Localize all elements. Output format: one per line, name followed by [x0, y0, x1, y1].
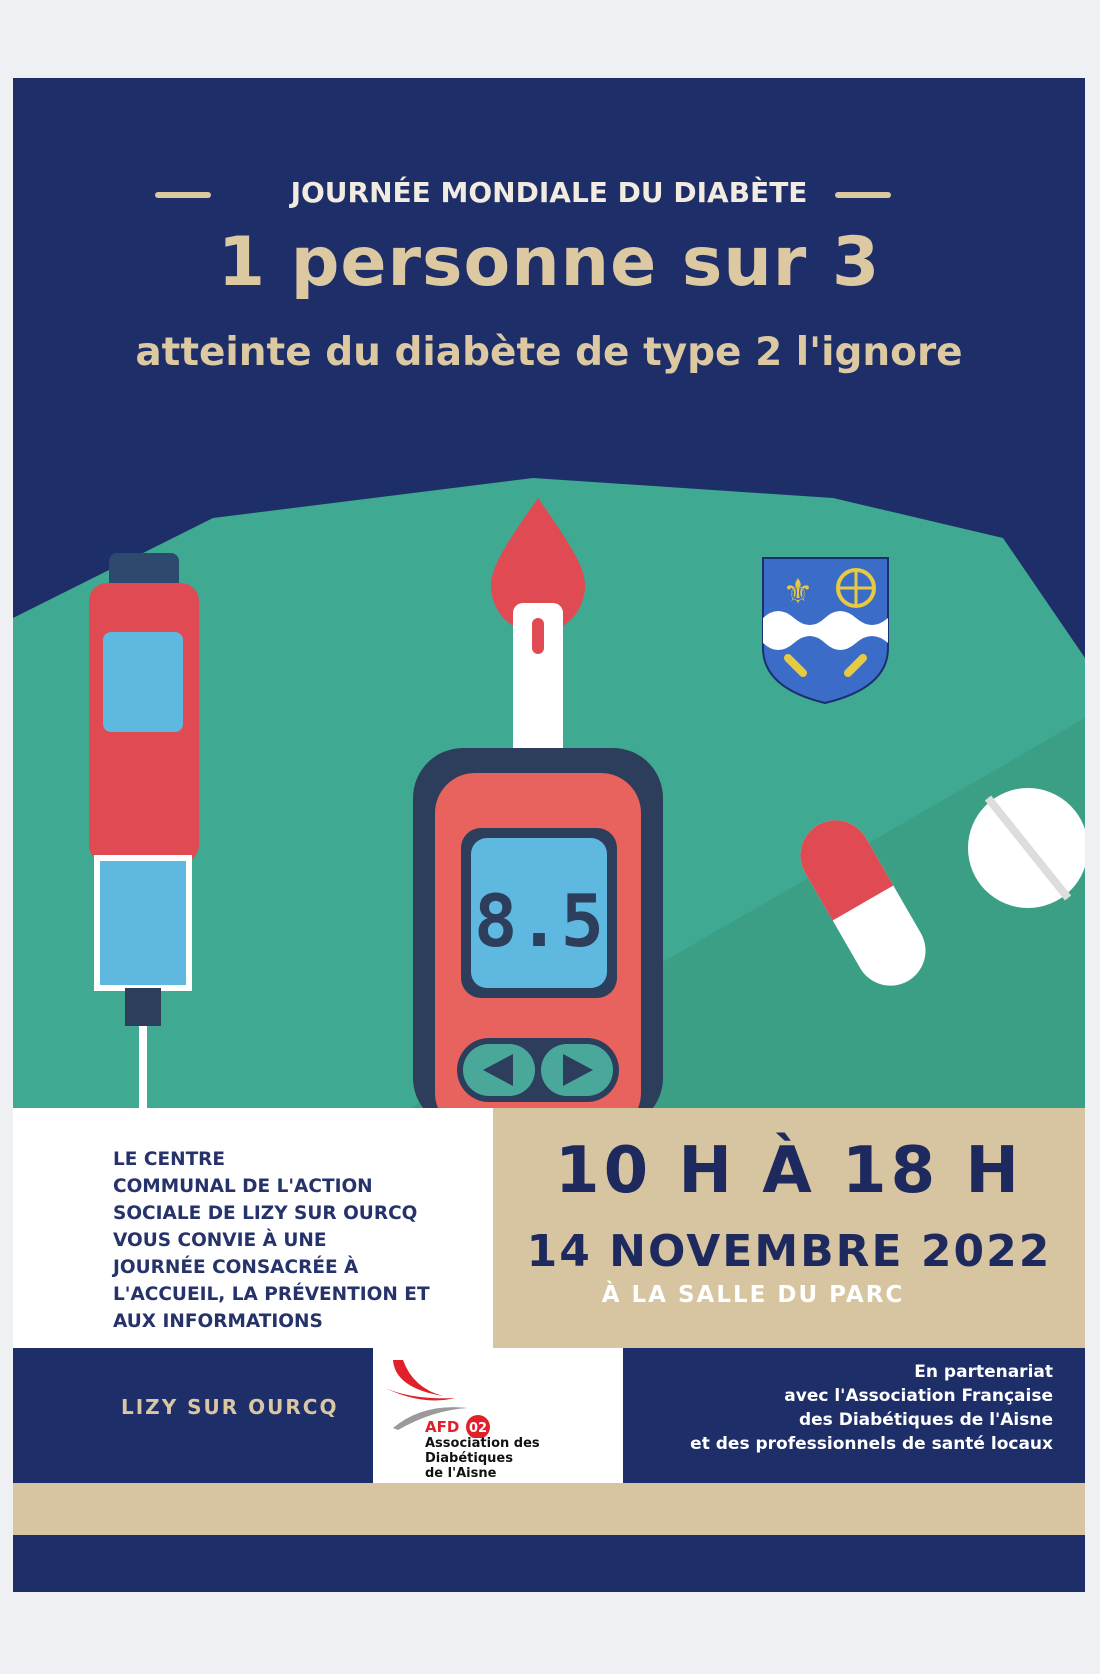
invitation-line: L'ACCUEIL, LA PRÉVENTION ET	[113, 1284, 430, 1305]
invitation-line: AUX INFORMATIONS	[113, 1311, 323, 1332]
partner-line: En partenariat	[914, 1362, 1053, 1382]
event-panel: 10 H À 18 H 14 NOVEMBRE 2022 À LA SALLE …	[493, 1108, 1085, 1348]
invitation-panel: LE CENTRE COMMUNAL DE L'ACTION SOCIALE D…	[13, 1108, 493, 1348]
afd-acronym: AFD	[425, 1418, 459, 1436]
afd-name: Association des Diabétiques de l'Aisne	[425, 1436, 623, 1481]
partner-line: des Diabétiques de l'Aisne	[798, 1410, 1053, 1430]
afd-name-line: Association des Diabétiques	[425, 1436, 540, 1466]
partner-line: avec l'Association Française	[784, 1386, 1053, 1406]
meter-reading: 8.5	[474, 879, 604, 963]
event-date: 14 NOVEMBRE 2022	[526, 1226, 1052, 1277]
afd-bird-icon: AFD 02	[385, 1360, 490, 1439]
town-name: LIZY SUR OURCQ	[121, 1395, 339, 1419]
blood-drop-icon	[491, 498, 585, 633]
afd-logo: AFD 02 Association des Diabétiques de l'…	[373, 1348, 623, 1483]
invitation-line: COMMUNAL DE L'ACTION	[113, 1176, 373, 1197]
illustration: 8.5 ⚜	[13, 478, 1085, 1188]
test-strip	[513, 603, 563, 773]
poster: JOURNÉE MONDIALE DU DIABÈTE 1 personne s…	[13, 78, 1085, 1592]
glucose-meter-icon	[413, 748, 663, 1133]
coat-of-arms-icon: ⚜	[762, 557, 889, 705]
partner-line: et des professionnels de santé locaux	[690, 1434, 1053, 1454]
invitation-text: LE CENTRE COMMUNAL DE L'ACTION SOCIALE D…	[113, 1146, 430, 1335]
event-time: 10 H À 18 H	[555, 1134, 1023, 1208]
invitation-line: LE CENTRE	[113, 1149, 226, 1170]
kicker: JOURNÉE MONDIALE DU DIABÈTE	[290, 176, 808, 209]
invitation-line: SOCIALE DE LIZY SUR OURCQ	[113, 1203, 418, 1224]
insulin-pen-icon	[89, 553, 199, 1108]
afd-number: 02	[469, 1421, 487, 1436]
afd-name-line: de l'Aisne	[425, 1466, 497, 1481]
capsule-icon	[800, 820, 926, 986]
subheadline: atteinte du diabète de type 2 l'ignore	[135, 330, 963, 375]
partnership-text: En partenariat avec l'Association França…	[690, 1360, 1053, 1456]
invitation-line: VOUS CONVIE À UNE	[113, 1230, 327, 1251]
headline: 1 personne sur 3	[217, 223, 881, 302]
svg-text:⚜: ⚜	[783, 572, 813, 612]
event-venue: À LA SALLE DU PARC	[601, 1282, 905, 1308]
invitation-line: JOURNÉE CONSACRÉE À	[113, 1257, 359, 1278]
footer-band	[13, 1483, 1085, 1535]
divider-right	[835, 192, 891, 198]
divider-left	[155, 192, 211, 198]
pill-icon	[968, 788, 1085, 908]
